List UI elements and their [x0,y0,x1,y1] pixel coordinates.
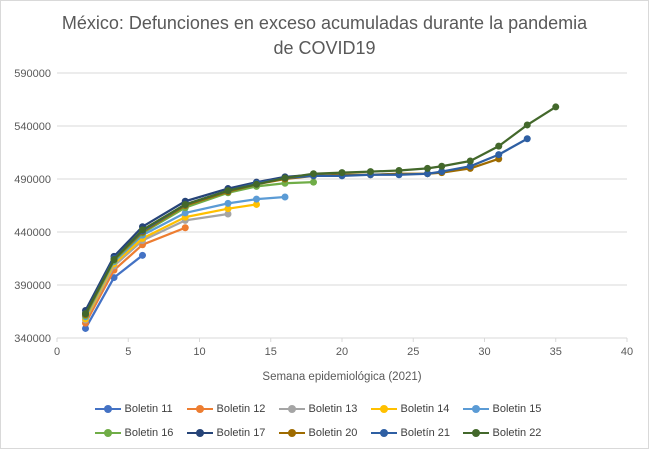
legend-label: Boletin 20 [308,427,358,439]
legend-swatch [94,428,121,438]
legend-row: Boletin 16 Boletin 17 Boletin 20 Boletín 21… [1,421,648,445]
x-tick-label: 15 [265,346,277,358]
legend-item: Boletin 20 [278,427,371,439]
x-axis-label: Semana epidemiológica (2021) [262,371,421,383]
legend-label: Boletin 14 [400,403,450,415]
legend-item: Boletin 11 [94,403,187,415]
gridlines [57,72,627,339]
data-point [224,210,232,218]
y-tick-label: 590000 [14,68,51,80]
data-point [495,142,503,150]
legend-swatch [278,428,305,438]
legend-item: Boletin 12 [186,403,279,415]
y-tick-label: 390000 [14,280,51,292]
data-point [395,167,403,175]
legend-swatch [186,404,213,414]
legend-item: Boletin 16 [94,427,187,439]
series-lines [82,103,560,332]
data-point [181,200,189,208]
chart-title-line1: México: Defunciones en exceso acumuladas… [61,13,588,33]
data-point [438,162,446,170]
data-point [424,170,431,178]
x-tick-label: 25 [407,346,419,358]
data-point [224,199,232,207]
data-point [181,209,189,217]
series-line [84,226,186,324]
legend-item: Boletín 21 [370,427,463,439]
legend-swatch [370,404,397,414]
data-point [466,157,474,165]
legend-label: Boletin 15 [492,403,542,415]
legend-item: Boletin 15 [462,403,555,415]
data-point [181,224,189,232]
series-boletin-22 [82,103,560,318]
legend-swatch [186,428,213,438]
data-point [310,178,317,186]
data-point [224,187,232,195]
axes: 340000 390000 440000 490000 540000 590000 0 5 10… [14,68,633,358]
legend-label: Boletin 12 [216,403,266,415]
data-point [253,200,260,208]
data-point [523,121,531,129]
chart-title-line2: de COVID19 [273,38,376,58]
x-tick-label: 20 [336,346,348,358]
legend-swatch [94,404,121,414]
chart-title: México: Defunciones en exceso acumuladas… [1,11,648,61]
data-point [424,164,431,172]
data-point [281,174,289,182]
legend-label: Boletin 17 [216,427,266,439]
data-point [253,195,260,203]
data-point [310,170,317,178]
data-point [82,310,89,318]
legend-swatch [370,428,397,438]
data-point [110,274,118,282]
x-tick-label: 40 [621,346,633,358]
data-point [139,251,146,259]
legend: Boletin 11 Boletin 12 Boletin 13 Boletin 14… [1,397,648,445]
legend-item: Boletin 17 [186,427,279,439]
y-tick-label: 340000 [14,333,51,345]
legend-label: Boletin 11 [124,403,173,415]
x-tick-label: 0 [54,346,60,358]
legend-label: Boletin 13 [308,403,358,415]
data-point [224,205,232,213]
data-point [253,180,260,188]
legend-row: Boletin 11 Boletin 12 Boletin 13 Boletin 14… [1,397,648,421]
legend-label: Boletín 21 [400,427,451,439]
series-boletin-17 [82,171,317,314]
x-tick-label: 30 [478,346,490,358]
legend-item: Boletin 14 [370,403,463,415]
data-point [523,135,531,143]
series-boletin-11 [82,251,146,332]
y-tick-label: 540000 [14,121,51,133]
x-tick-label: 10 [193,346,205,358]
x-tick-label: 5 [125,346,131,358]
x-tick-label: 35 [550,346,562,358]
legend-swatch [462,428,489,438]
legend-swatch [462,404,489,414]
series-line [84,173,314,311]
data-point [552,103,560,111]
data-point [466,162,474,170]
data-point [495,151,503,159]
data-point [110,256,118,264]
y-tick-label: 440000 [14,227,51,239]
legend-item: Boletin 13 [278,403,371,415]
data-point [438,168,446,176]
data-point [367,168,374,176]
data-point [139,226,146,234]
series-line [84,105,557,315]
legend-label: Boletin 22 [492,427,542,439]
data-point [338,169,346,177]
series-line [84,212,229,321]
legend-label: Boletin 16 [124,427,174,439]
y-tick-label: 490000 [14,174,51,186]
legend-swatch [278,404,305,414]
legend-item: Boletin 22 [462,427,555,439]
data-point [281,193,289,201]
data-point [82,324,89,332]
series-line [84,137,528,315]
